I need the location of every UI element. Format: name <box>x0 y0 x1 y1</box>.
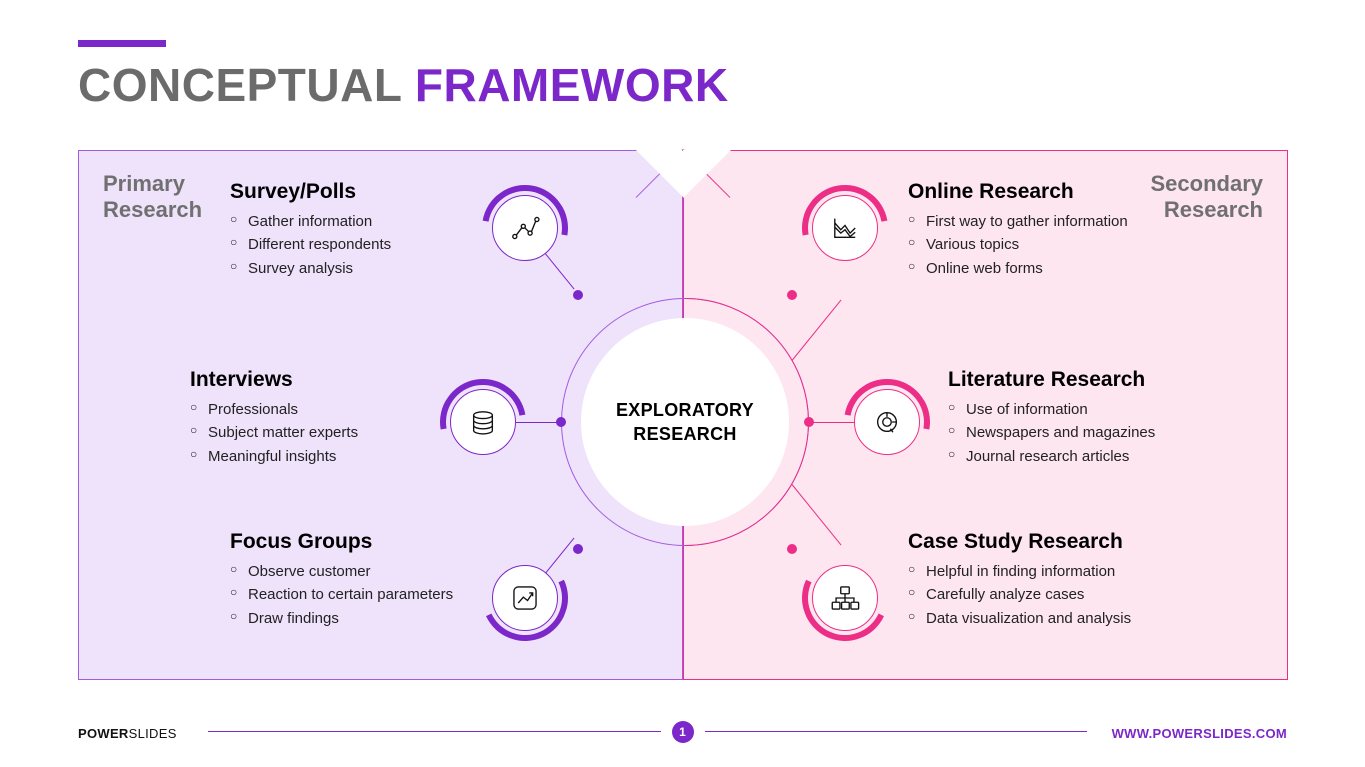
survey-icon-badge <box>492 195 558 261</box>
spoke-dot <box>573 544 583 554</box>
item-bullet: Carefully analyze cases <box>908 583 1131 606</box>
brand-rest: SLIDES <box>129 726 177 741</box>
item-bullets: Use of information Newspapers and magazi… <box>948 398 1155 468</box>
item-bullet: First way to gather information <box>908 210 1128 233</box>
hub-label: EXPLORATORY RESEARCH <box>616 398 754 447</box>
case-study-icon-badge <box>812 565 878 631</box>
item-bullet: Reaction to certain parameters <box>230 583 453 606</box>
primary-research-label-text: Primary Research <box>103 171 202 222</box>
hub-circle: EXPLORATORY RESEARCH <box>581 318 789 526</box>
online-research-icon-badge <box>812 195 878 261</box>
item-literature-research: Literature Research Use of information N… <box>948 368 1155 468</box>
item-bullet: Gather information <box>230 210 391 233</box>
footer-url: WWW.POWERSLIDES.COM <box>1112 726 1287 741</box>
slide-title: CONCEPTUAL FRAMEWORK <box>78 58 729 112</box>
item-interviews: Interviews Professionals Subject matter … <box>190 368 358 468</box>
brand-bold: POWER <box>78 726 129 741</box>
item-bullet: Professionals <box>190 398 358 421</box>
slide: CONCEPTUAL FRAMEWORK Primary Research Se… <box>0 0 1365 767</box>
item-focus-groups: Focus Groups Observe customer Reaction t… <box>230 530 453 630</box>
item-online-research: Online Research First way to gather info… <box>908 180 1128 280</box>
interviews-icon-badge <box>450 389 516 455</box>
item-bullet: Survey analysis <box>230 257 391 280</box>
title-part2: FRAMEWORK <box>415 59 729 111</box>
item-bullets: Helpful in finding information Carefully… <box>908 560 1131 630</box>
org-icon <box>828 581 862 615</box>
footer: POWERSLIDES 1 WWW.POWERSLIDES.COM <box>78 717 1287 741</box>
secondary-research-label: Secondary Research <box>1151 171 1264 224</box>
brand-label: POWERSLIDES <box>78 726 177 741</box>
item-bullet: Newspapers and magazines <box>948 421 1155 444</box>
item-bullet: Journal research articles <box>948 445 1155 468</box>
spoke-dot <box>804 417 814 427</box>
item-bullet: Use of information <box>948 398 1155 421</box>
page-number: 1 <box>679 725 686 739</box>
spoke-dot <box>573 290 583 300</box>
primary-research-label: Primary Research <box>103 171 202 224</box>
footer-rule-left <box>208 731 661 732</box>
item-bullet: Different respondents <box>230 233 391 256</box>
title-part1: CONCEPTUAL <box>78 59 402 111</box>
title-accent-bar <box>78 40 166 47</box>
item-title: Focus Groups <box>230 530 453 554</box>
item-title: Case Study Research <box>908 530 1131 554</box>
donut-icon <box>870 405 904 439</box>
item-bullet: Draw findings <box>230 607 453 630</box>
item-title: Literature Research <box>948 368 1155 392</box>
page-number-badge: 1 <box>672 721 694 743</box>
item-bullets: Observe customer Reaction to certain par… <box>230 560 453 630</box>
item-survey-polls: Survey/Polls Gather information Differen… <box>230 180 391 280</box>
item-bullet: Various topics <box>908 233 1128 256</box>
item-bullet: Subject matter experts <box>190 421 358 444</box>
panel-cut-edge <box>682 149 731 198</box>
trend-icon <box>508 581 542 615</box>
focus-groups-icon-badge <box>492 565 558 631</box>
literature-research-icon-badge <box>854 389 920 455</box>
item-bullet: Meaningful insights <box>190 445 358 468</box>
scatter-icon <box>508 211 542 245</box>
item-bullets: Gather information Different respondents… <box>230 210 391 280</box>
item-bullet: Helpful in finding information <box>908 560 1131 583</box>
item-bullets: First way to gather information Various … <box>908 210 1128 280</box>
item-title: Survey/Polls <box>230 180 391 204</box>
panel-cut-edge <box>636 149 685 198</box>
footer-rule-right <box>705 731 1088 732</box>
item-bullet: Data visualization and analysis <box>908 607 1131 630</box>
item-bullet: Observe customer <box>230 560 453 583</box>
secondary-research-label-text: Secondary Research <box>1151 171 1264 222</box>
item-title: Online Research <box>908 180 1128 204</box>
linechart-icon <box>828 211 862 245</box>
item-bullets: Professionals Subject matter experts Mea… <box>190 398 358 468</box>
item-case-study-research: Case Study Research Helpful in finding i… <box>908 530 1131 630</box>
stack-icon <box>466 405 500 439</box>
item-bullet: Online web forms <box>908 257 1128 280</box>
spoke-dot <box>556 417 566 427</box>
item-title: Interviews <box>190 368 358 392</box>
